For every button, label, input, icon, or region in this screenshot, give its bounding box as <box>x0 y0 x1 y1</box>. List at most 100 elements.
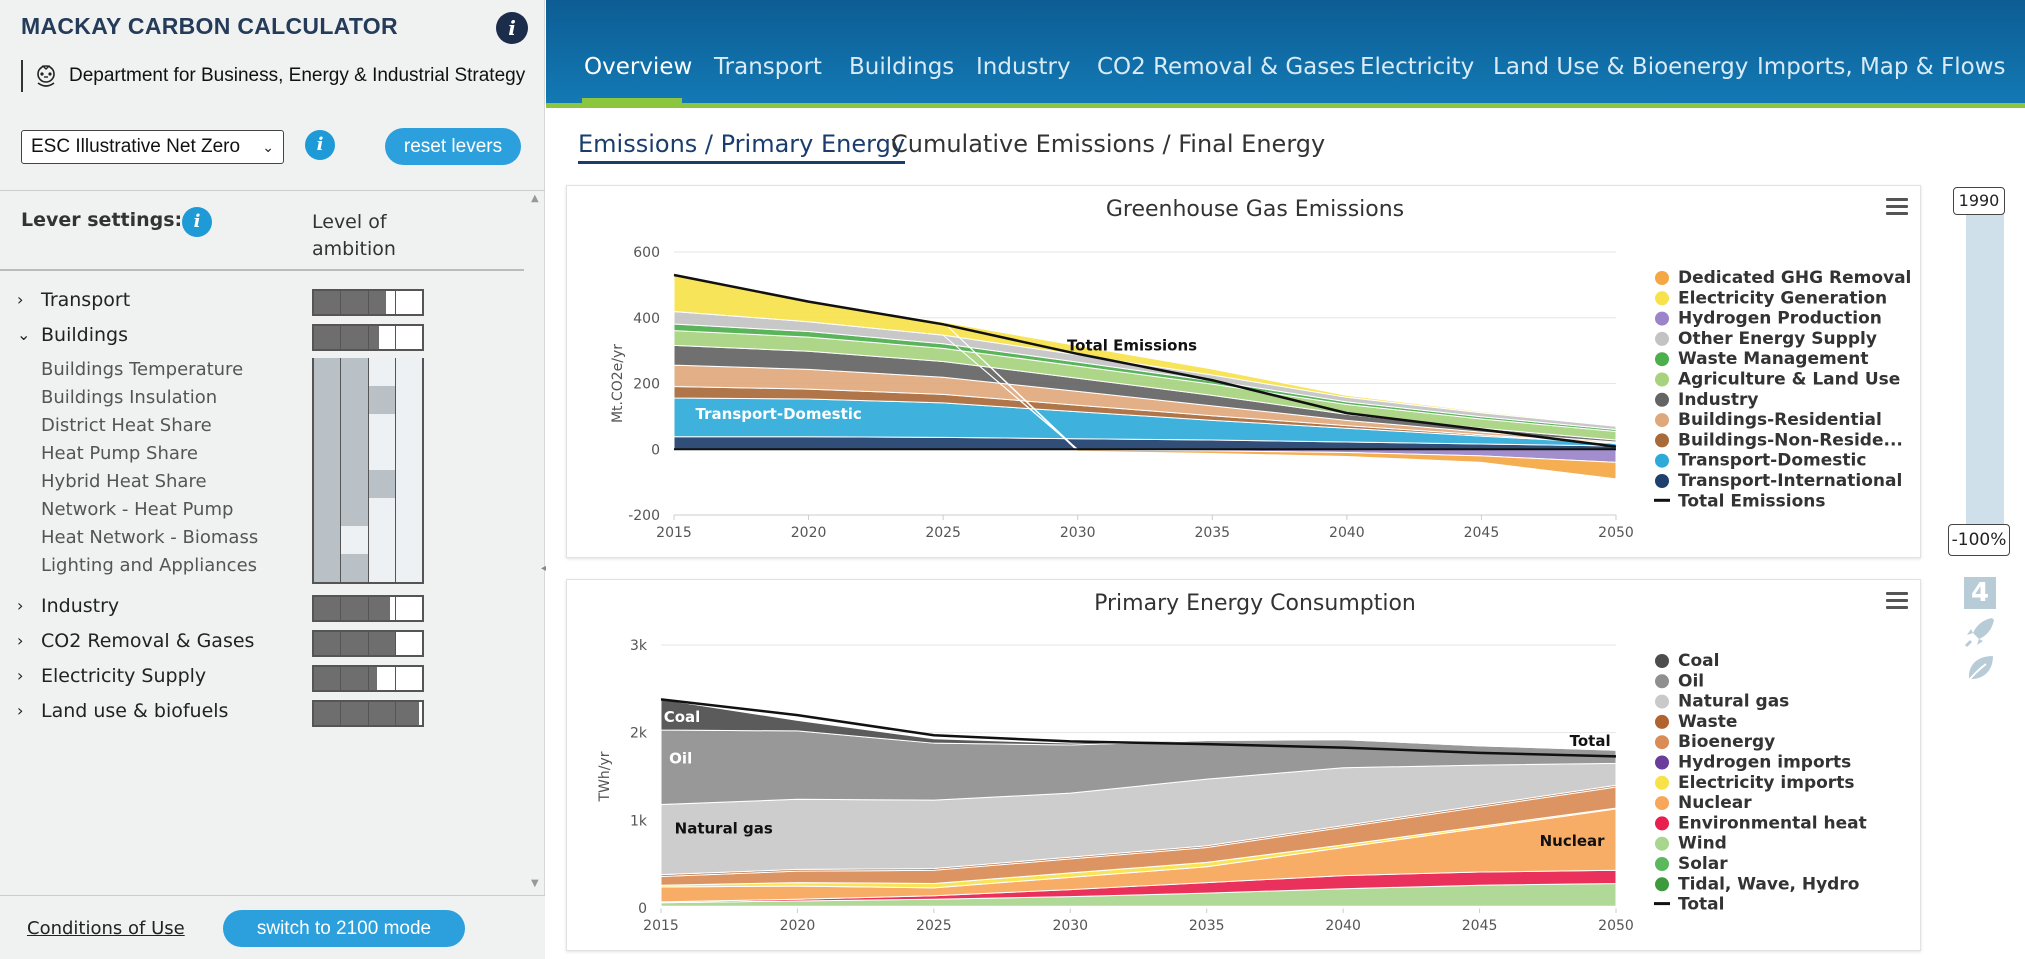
sub-lever-grid[interactable] <box>312 414 424 442</box>
caret-right-icon[interactable]: › <box>17 701 24 720</box>
scrollbar[interactable] <box>526 191 538 891</box>
sub-lever-grid[interactable] <box>312 526 424 554</box>
rocket-icon[interactable] <box>1962 614 1998 650</box>
lever-ambition-bar[interactable] <box>312 289 424 316</box>
info-icon[interactable]: i <box>496 12 528 44</box>
sub-lever-cell[interactable] <box>341 414 369 442</box>
lever-info-icon[interactable]: i <box>182 207 212 237</box>
conditions-of-use-link[interactable]: Conditions of Use <box>27 918 185 939</box>
lever-level-segment[interactable] <box>341 597 369 620</box>
sub-lever-cell[interactable] <box>395 554 422 582</box>
scroll-down-icon[interactable]: ▼ <box>531 878 539 889</box>
sub-lever-row[interactable]: Heat Network - Biomass <box>0 526 440 554</box>
sub-lever-cell[interactable] <box>314 470 342 498</box>
lever-level-segment[interactable] <box>341 702 369 725</box>
sub-lever-row[interactable]: District Heat Share <box>0 414 440 442</box>
sub-lever-cell[interactable] <box>314 526 342 554</box>
hamburger-menu-icon[interactable] <box>1886 198 1908 216</box>
sub-lever-cell[interactable] <box>314 554 342 582</box>
caret-right-icon[interactable]: › <box>17 596 24 615</box>
sub-lever-row[interactable]: Buildings Temperature <box>0 358 440 386</box>
sub-lever-cell[interactable] <box>395 470 422 498</box>
sub-lever-cell[interactable] <box>368 442 396 470</box>
sub-lever-cell[interactable] <box>341 470 369 498</box>
lever-level-segment[interactable] <box>396 632 422 655</box>
lever-level-segment[interactable] <box>369 702 396 725</box>
lever-electricity-supply[interactable]: › Electricity Supply <box>0 665 440 692</box>
sub-lever-cell[interactable] <box>341 526 369 554</box>
nav-tab-co2-removal-gases[interactable]: CO2 Removal & Gases <box>1097 54 1356 80</box>
lever-level-segment[interactable] <box>369 667 396 690</box>
nav-tab-land-use-bioenergy[interactable]: Land Use & Bioenergy <box>1493 54 1749 80</box>
switch-2100-mode-button[interactable]: switch to 2100 mode <box>223 910 465 947</box>
lever-level-segment[interactable] <box>314 597 342 620</box>
caret-down-icon[interactable]: ⌄ <box>17 325 31 344</box>
pathway-select[interactable]: ESC Illustrative Net Zero ⌄ <box>21 130 284 164</box>
sub-lever-cell[interactable] <box>341 554 369 582</box>
sub-lever-cell[interactable] <box>314 498 342 526</box>
sub-lever-grid[interactable] <box>312 358 424 386</box>
sub-lever-grid[interactable] <box>312 554 424 582</box>
sub-lever-cell[interactable] <box>314 442 342 470</box>
year-slider-track[interactable] <box>1966 196 2004 540</box>
subtab-emissions-primary-energy[interactable]: Emissions / Primary Energy <box>578 130 906 164</box>
lever-level-segment[interactable] <box>396 597 422 620</box>
caret-right-icon[interactable]: › <box>17 666 24 685</box>
nav-tab-electricity[interactable]: Electricity <box>1360 54 1475 80</box>
lever-level-segment[interactable] <box>314 632 342 655</box>
reset-levers-button[interactable]: reset levers <box>385 128 521 165</box>
lever-level-segment[interactable] <box>341 291 369 314</box>
level-badge[interactable]: 4 <box>1964 577 1996 609</box>
slider-target-label[interactable]: -100% <box>1948 524 2010 556</box>
lever-level-segment[interactable] <box>369 597 396 620</box>
sub-lever-row[interactable]: Hybrid Heat Share <box>0 470 440 498</box>
lever-land-use-biofuels[interactable]: › Land use & biofuels <box>0 700 440 727</box>
lever-transport[interactable]: › Transport <box>0 289 440 316</box>
lever-level-segment[interactable] <box>314 291 342 314</box>
hamburger-menu-icon[interactable] <box>1886 592 1908 610</box>
sub-lever-cell[interactable] <box>314 386 342 414</box>
sub-lever-cell[interactable] <box>368 554 396 582</box>
sub-lever-cell[interactable] <box>314 414 342 442</box>
lever-buildings[interactable]: ⌄ Buildings <box>0 324 440 351</box>
subtab-cumulative-emissions-final-energy[interactable]: Cumulative Emissions / Final Energy <box>891 130 1326 158</box>
sub-lever-grid[interactable] <box>312 386 424 414</box>
lever-level-segment[interactable] <box>369 326 396 349</box>
sub-lever-cell[interactable] <box>395 414 422 442</box>
sub-lever-cell[interactable] <box>314 358 342 386</box>
sub-lever-cell[interactable] <box>368 470 396 498</box>
sub-lever-row[interactable]: Network - Heat Pump <box>0 498 440 526</box>
sub-lever-grid[interactable] <box>312 470 424 498</box>
sub-lever-cell[interactable] <box>341 386 369 414</box>
nav-tab-industry[interactable]: Industry <box>976 54 1071 80</box>
sub-lever-cell[interactable] <box>368 526 396 554</box>
sub-lever-cell[interactable] <box>395 358 422 386</box>
lever-co2-removal-gases[interactable]: › CO2 Removal & Gases <box>0 630 440 657</box>
lever-level-segment[interactable] <box>396 702 422 725</box>
nav-tab-buildings[interactable]: Buildings <box>849 54 955 80</box>
lever-ambition-bar[interactable] <box>312 324 424 351</box>
lever-ambition-bar[interactable] <box>312 700 424 727</box>
nav-tab-transport[interactable]: Transport <box>714 54 822 80</box>
sub-lever-cell[interactable] <box>395 386 422 414</box>
caret-right-icon[interactable]: › <box>17 290 24 309</box>
sub-lever-cell[interactable] <box>395 498 422 526</box>
lever-ambition-bar[interactable] <box>312 595 424 622</box>
lever-level-segment[interactable] <box>314 667 342 690</box>
lever-level-segment[interactable] <box>396 291 422 314</box>
lever-level-segment[interactable] <box>396 667 422 690</box>
sub-lever-row[interactable]: Lighting and Appliances <box>0 554 440 582</box>
caret-right-icon[interactable]: › <box>17 631 24 650</box>
sub-lever-cell[interactable] <box>368 358 396 386</box>
lever-level-segment[interactable] <box>314 326 342 349</box>
lever-ambition-bar[interactable] <box>312 665 424 692</box>
pathway-info-icon[interactable]: i <box>305 130 335 160</box>
lever-level-segment[interactable] <box>341 326 369 349</box>
nav-tab-imports-map-flows[interactable]: Imports, Map & Flows <box>1757 54 2006 80</box>
lever-level-segment[interactable] <box>396 326 422 349</box>
lever-level-segment[interactable] <box>369 291 396 314</box>
lever-level-segment[interactable] <box>369 632 396 655</box>
lever-level-segment[interactable] <box>341 632 369 655</box>
sub-lever-cell[interactable] <box>395 442 422 470</box>
sub-lever-cell[interactable] <box>368 386 396 414</box>
